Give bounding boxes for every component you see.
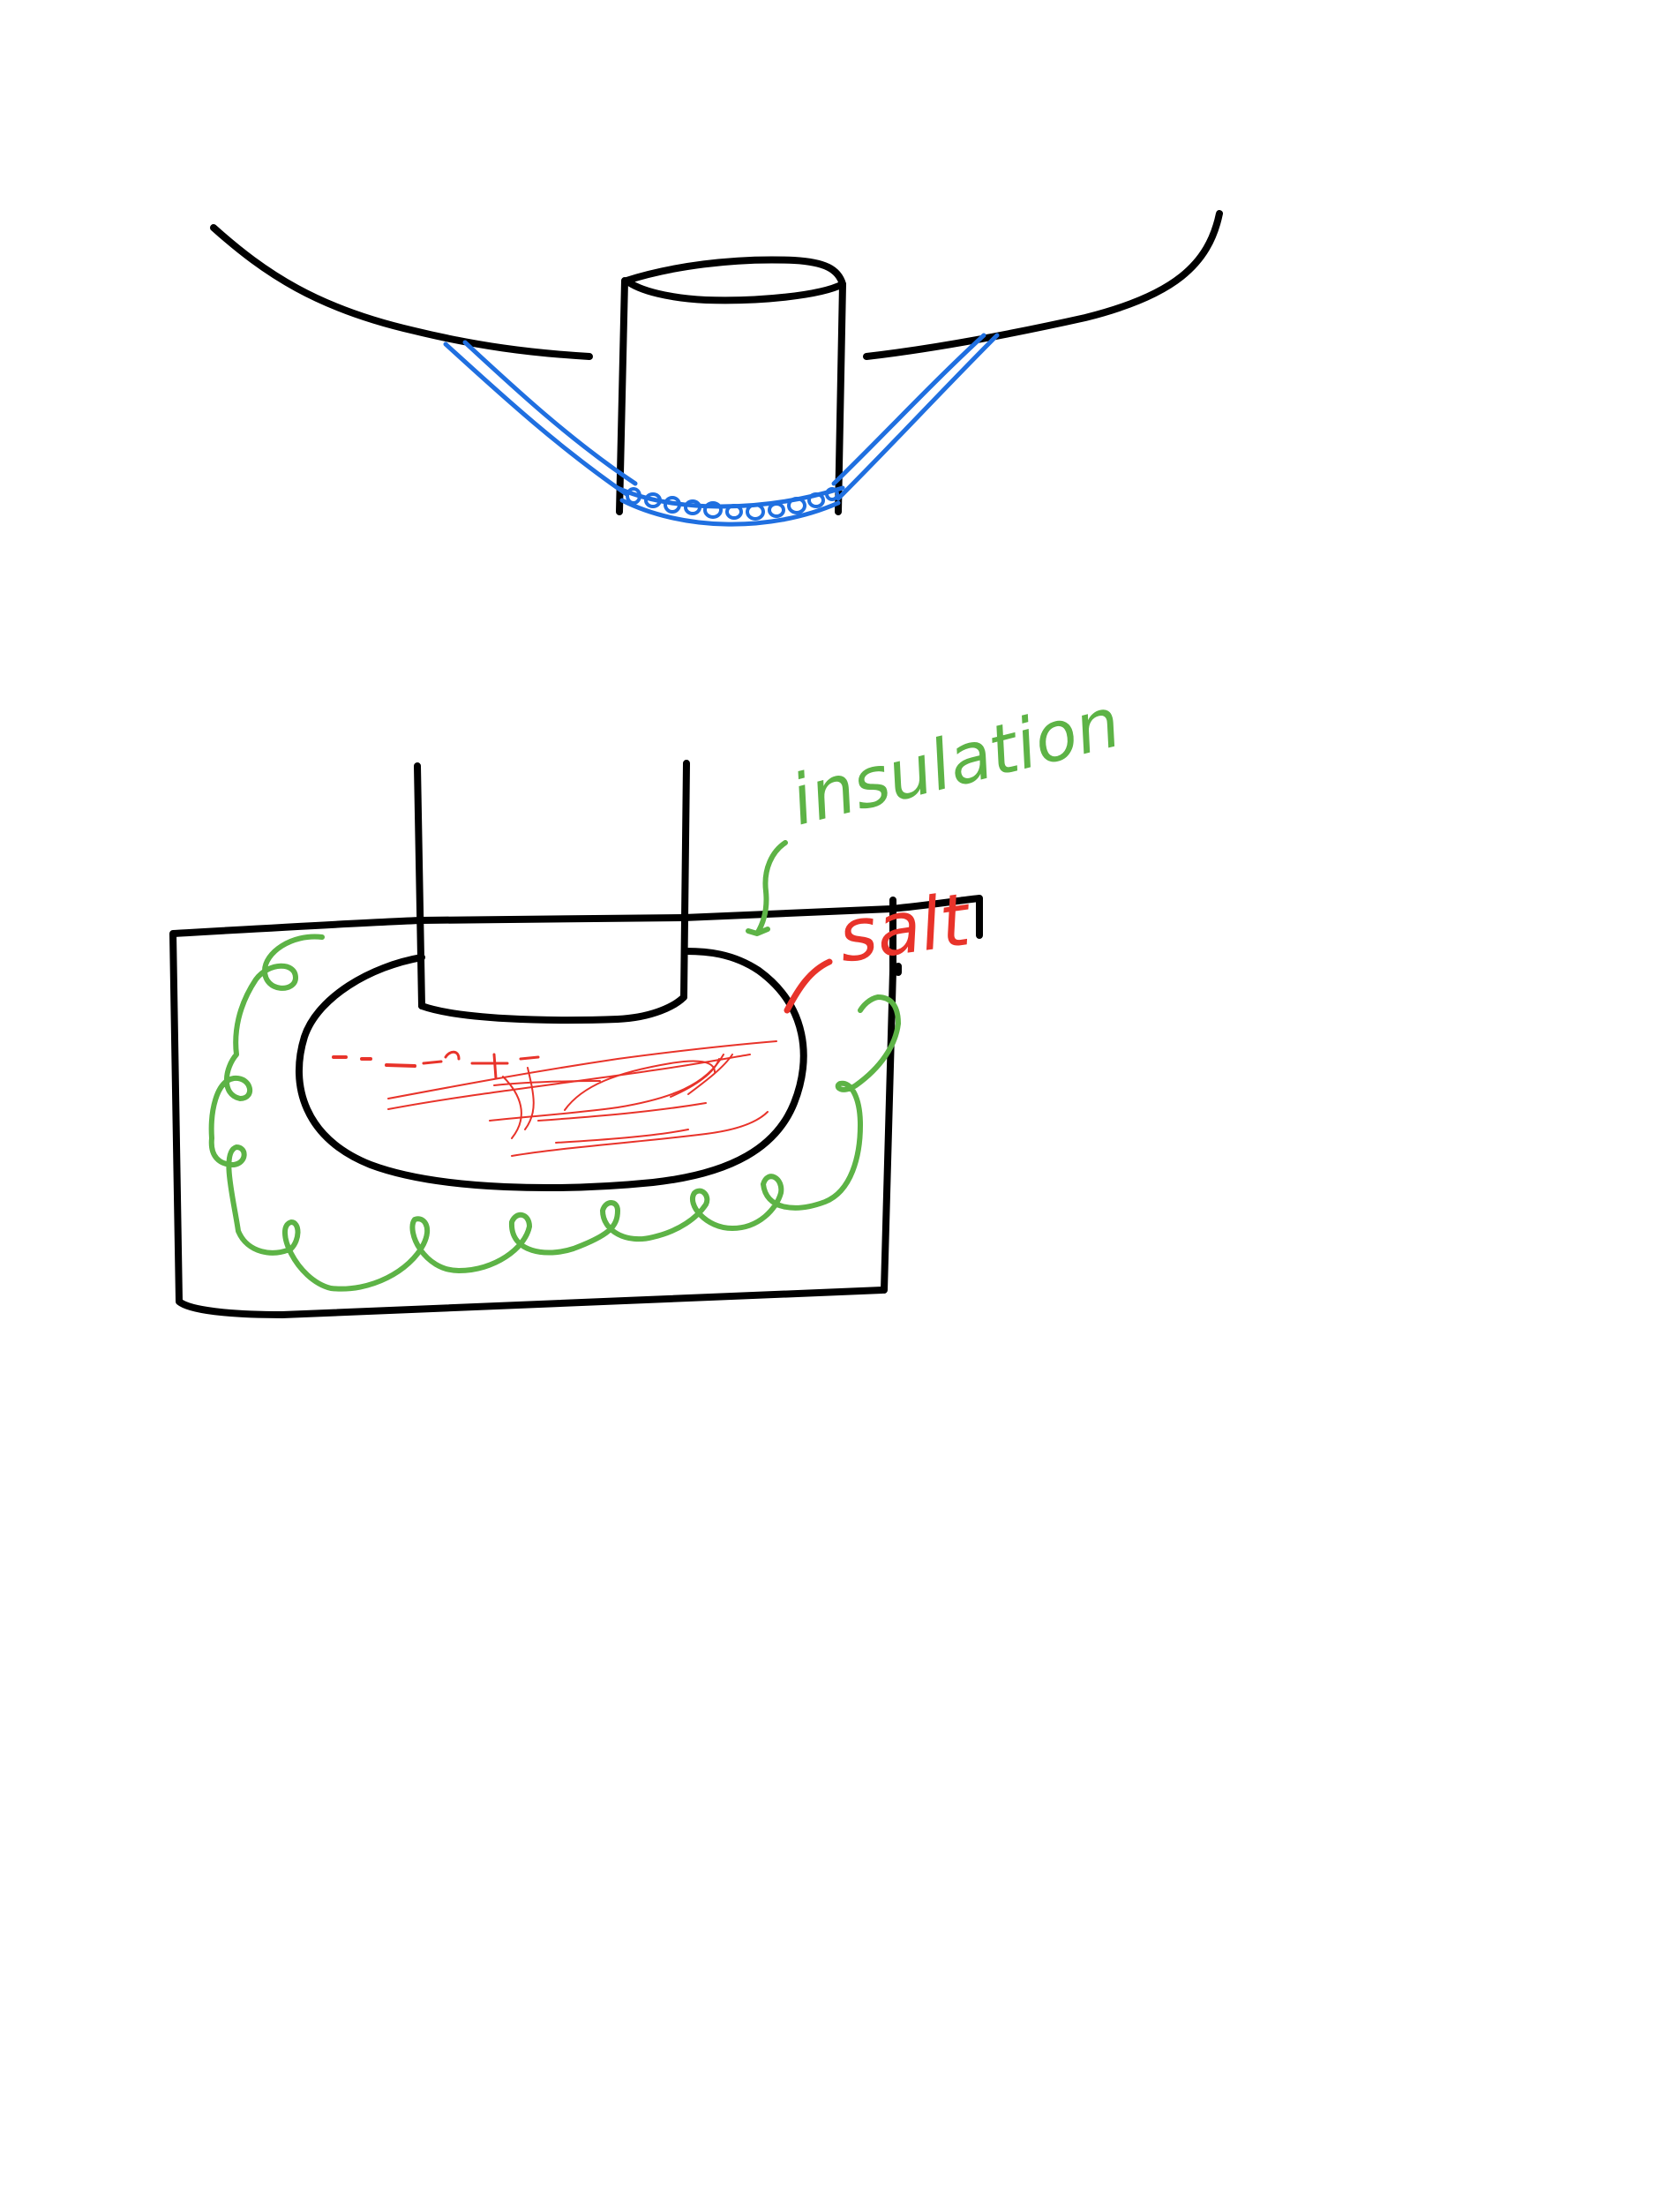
blue-right-outer — [836, 333, 1000, 501]
salt-scribbles — [332, 1040, 777, 1157]
insulation-label: insulation — [784, 683, 1129, 841]
bottom-sketch: insulation salt — [169, 683, 1129, 1318]
salt-label: salt — [834, 878, 978, 979]
insulation-coil — [208, 934, 901, 1292]
pipe-top-ellipse — [623, 256, 846, 304]
blue-left-outer — [443, 341, 629, 497]
insulation-arrow — [746, 840, 788, 936]
salt-leader — [784, 958, 833, 1014]
top-sketch — [210, 210, 1223, 527]
bottom-pipe-right — [680, 760, 690, 1001]
bowl-left-curve — [210, 224, 593, 360]
bottom-pipe-bottom — [418, 994, 687, 1024]
salt-container — [296, 948, 807, 1191]
blue-left-inner — [462, 340, 638, 486]
outer-box-right — [680, 897, 896, 976]
bowl-right-curve — [863, 210, 1223, 360]
pipe-right-side — [835, 281, 846, 515]
bottom-pipe-left — [414, 762, 425, 1009]
blue-trough-bottom — [619, 498, 841, 527]
outer-box — [169, 895, 983, 1318]
blue-right-inner — [831, 333, 986, 486]
blue-pipe — [443, 333, 1000, 527]
blue-bubbles — [626, 487, 839, 521]
